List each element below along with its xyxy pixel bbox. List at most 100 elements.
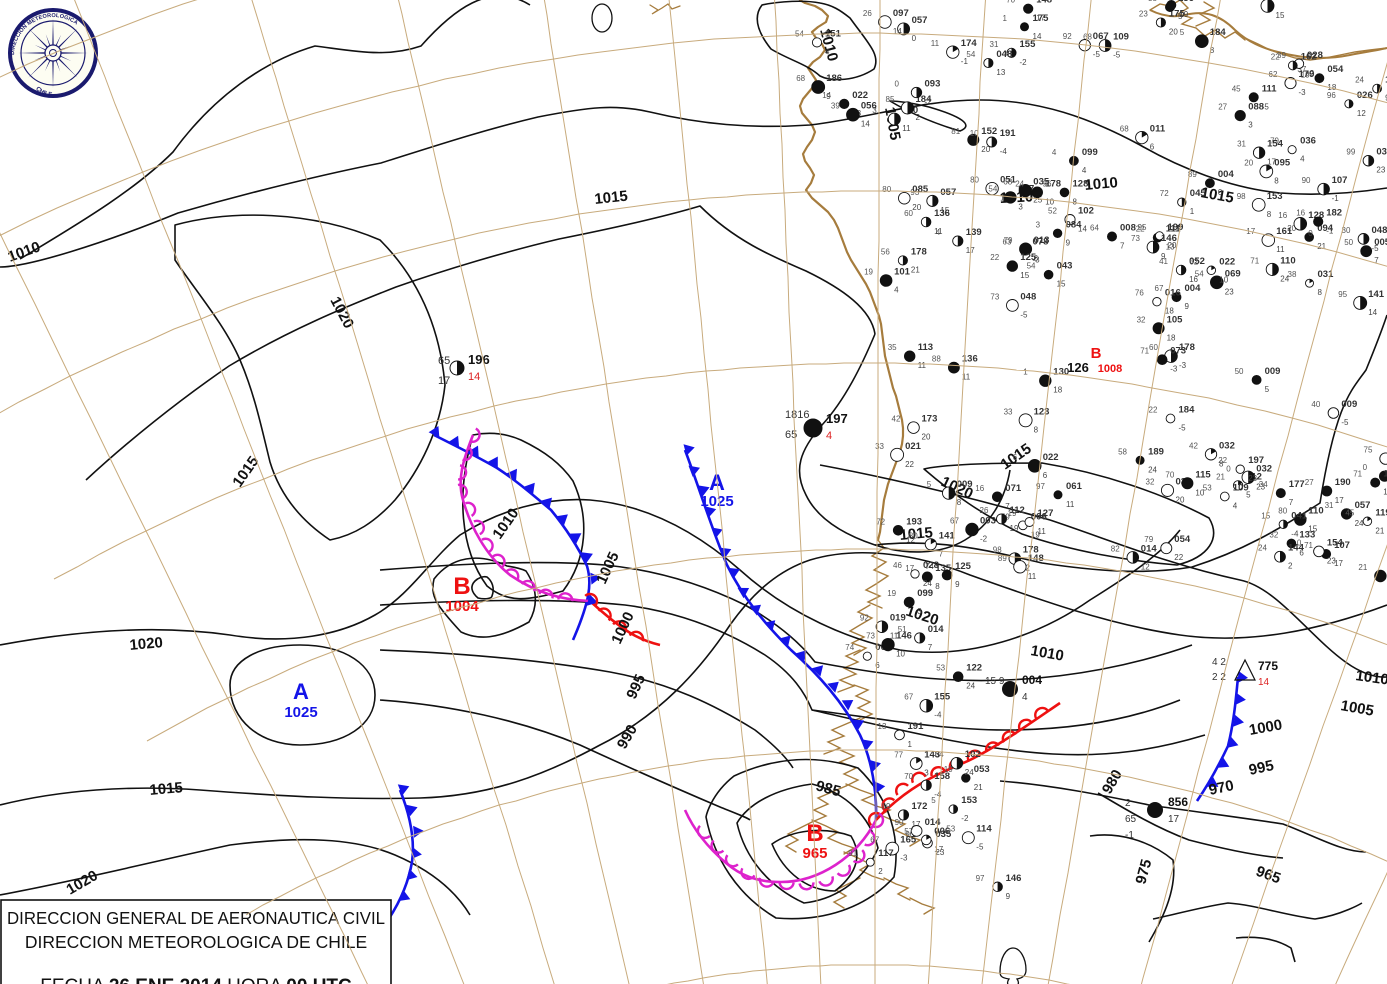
svg-text:036: 036 <box>1376 147 1387 158</box>
svg-text:7: 7 <box>1120 242 1125 251</box>
svg-text:53: 53 <box>946 825 955 834</box>
svg-text:1015: 1015 <box>594 188 629 208</box>
svg-text:-2: -2 <box>980 535 988 544</box>
svg-text:17: 17 <box>1267 158 1276 167</box>
svg-text:46: 46 <box>893 561 902 570</box>
svg-text:084: 084 <box>1066 219 1083 230</box>
svg-text:31: 31 <box>990 40 999 49</box>
svg-text:110: 110 <box>1276 0 1291 3</box>
svg-text:9: 9 <box>1185 302 1190 311</box>
svg-text:146: 146 <box>1006 873 1022 884</box>
svg-text:73: 73 <box>990 292 999 301</box>
svg-text:23: 23 <box>1225 287 1234 296</box>
svg-text:9: 9 <box>955 580 960 589</box>
svg-text:50: 50 <box>1235 367 1244 376</box>
svg-text:19: 19 <box>864 268 873 277</box>
svg-text:20: 20 <box>1244 158 1253 167</box>
svg-text:13: 13 <box>996 68 1005 77</box>
svg-text:B: B <box>453 573 470 600</box>
svg-text:22: 22 <box>1271 53 1280 62</box>
svg-text:7: 7 <box>928 643 933 652</box>
svg-text:-5: -5 <box>1113 51 1121 60</box>
svg-text:4: 4 <box>1022 692 1028 703</box>
svg-text:-5: -5 <box>976 843 984 852</box>
svg-text:54: 54 <box>795 29 804 38</box>
svg-text:67: 67 <box>1155 284 1164 293</box>
svg-text:178: 178 <box>1045 178 1061 189</box>
svg-text:19: 19 <box>1010 524 1019 533</box>
svg-text:174: 174 <box>961 38 978 49</box>
svg-text:172: 172 <box>912 801 928 812</box>
svg-text:0: 0 <box>1363 463 1368 472</box>
svg-text:1010: 1010 <box>1084 174 1119 194</box>
svg-text:1: 1 <box>1023 368 1028 377</box>
svg-text:004: 004 <box>1218 169 1235 180</box>
svg-text:3: 3 <box>1036 220 1041 229</box>
svg-text:141: 141 <box>1368 289 1385 300</box>
svg-text:79: 79 <box>1004 236 1013 245</box>
svg-text:2: 2 <box>1288 562 1293 571</box>
svg-text:40: 40 <box>1246 0 1255 2</box>
svg-text:0: 0 <box>1308 229 1313 238</box>
svg-text:9: 9 <box>1006 892 1011 901</box>
svg-text:122: 122 <box>966 663 982 674</box>
svg-text:DIRECCION METEOROLOGICA DE CHI: DIRECCION METEOROLOGICA DE CHILE <box>25 932 367 952</box>
svg-text:89: 89 <box>882 802 891 811</box>
svg-text:88: 88 <box>932 355 941 364</box>
svg-text:2: 2 <box>916 113 921 122</box>
svg-text:-3: -3 <box>1179 361 1187 370</box>
svg-text:856: 856 <box>1168 795 1188 809</box>
svg-text:009: 009 <box>1265 366 1281 377</box>
svg-text:FECHA 26 ENE 2014 HORA 00 UTC: FECHA 26 ENE 2014 HORA 00 UTC <box>40 976 352 984</box>
svg-text:22: 22 <box>1149 406 1158 415</box>
svg-text:184: 184 <box>1210 27 1227 38</box>
svg-text:92: 92 <box>860 614 869 623</box>
svg-text:-2: -2 <box>961 814 969 823</box>
svg-text:-5: -5 <box>1020 310 1028 319</box>
svg-text:19: 19 <box>887 589 896 598</box>
svg-text:19: 19 <box>1008 509 1017 518</box>
svg-text:21: 21 <box>911 265 920 274</box>
svg-text:125: 125 <box>1020 252 1037 263</box>
svg-text:18: 18 <box>1167 333 1176 342</box>
svg-text:101: 101 <box>894 267 911 278</box>
svg-text:33: 33 <box>1004 407 1013 416</box>
svg-text:11: 11 <box>1038 527 1047 536</box>
svg-text:-4: -4 <box>1291 529 1299 538</box>
svg-text:191: 191 <box>1000 128 1017 139</box>
svg-text:189: 189 <box>1148 446 1164 457</box>
svg-text:-1: -1 <box>1125 830 1134 841</box>
svg-text:4: 4 <box>1082 166 1087 175</box>
svg-text:80: 80 <box>1278 507 1287 516</box>
svg-text:40: 40 <box>1311 400 1320 409</box>
svg-text:56: 56 <box>881 247 890 256</box>
svg-text:21: 21 <box>974 783 983 792</box>
svg-text:26: 26 <box>863 9 872 18</box>
svg-text:0: 0 <box>1226 464 1231 473</box>
svg-text:141: 141 <box>939 530 956 541</box>
svg-text:130: 130 <box>1053 367 1069 378</box>
svg-text:74: 74 <box>845 643 854 652</box>
svg-text:A: A <box>293 679 309 704</box>
svg-text:10: 10 <box>1219 275 1228 284</box>
svg-text:110: 110 <box>1280 255 1295 266</box>
svg-text:-3: -3 <box>1299 88 1307 97</box>
svg-text:24: 24 <box>923 579 932 588</box>
svg-text:154: 154 <box>1267 139 1284 150</box>
svg-text:14: 14 <box>822 91 831 100</box>
svg-text:153: 153 <box>1267 191 1283 202</box>
svg-text:097: 097 <box>893 8 909 19</box>
svg-text:13: 13 <box>878 722 887 731</box>
svg-text:154: 154 <box>1327 537 1344 548</box>
svg-text:57: 57 <box>904 827 913 836</box>
svg-text:21: 21 <box>1216 472 1225 481</box>
svg-text:032: 032 <box>1219 440 1235 451</box>
svg-text:96: 96 <box>1327 91 1336 100</box>
svg-text:53: 53 <box>1203 484 1212 493</box>
svg-text:4: 4 <box>1233 502 1238 511</box>
svg-text:73: 73 <box>1131 234 1140 243</box>
svg-text:3: 3 <box>917 607 922 616</box>
svg-text:115: 115 <box>1195 469 1211 480</box>
svg-text:014: 014 <box>1141 543 1158 554</box>
svg-text:32: 32 <box>1137 315 1146 324</box>
